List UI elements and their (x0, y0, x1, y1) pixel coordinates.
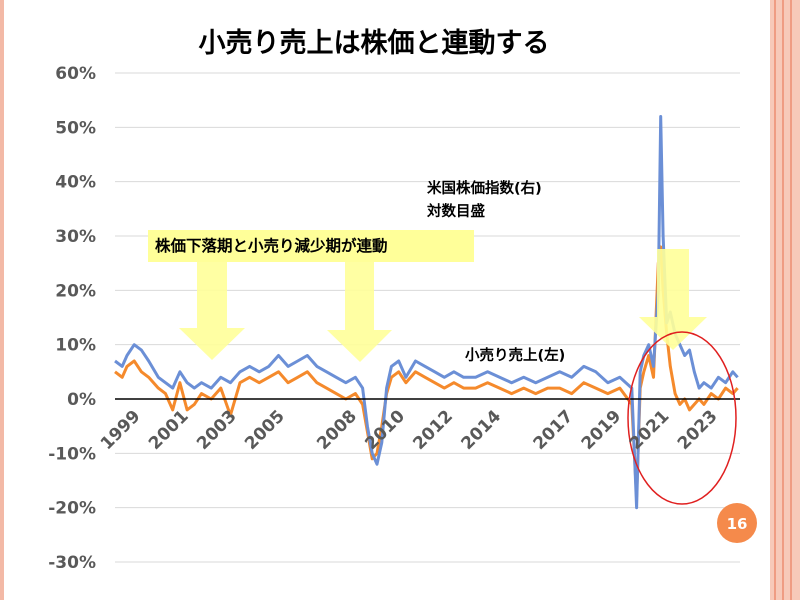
highlight-ellipse (627, 331, 737, 505)
banner-text: 株価下落期と小売り減少期が連動 (155, 236, 388, 255)
border-stripe (790, 0, 792, 600)
x-tick-label: 2003 (193, 406, 241, 454)
x-tick-label: 2017 (530, 406, 578, 454)
x-tick-label: 1999 (97, 406, 145, 454)
page-number: 16 (727, 515, 748, 533)
y-tick-label: 60% (55, 64, 96, 84)
x-tick-label: 2008 (313, 406, 361, 454)
chart-canvas: 小売り売上は株価と連動する 60% 50% 40% 30% 20% 10% 0% -10% -2… (48, 28, 757, 573)
page-number-badge (717, 503, 757, 543)
y-tick-label: -20% (48, 499, 96, 519)
border-stripe (774, 0, 776, 600)
y-axis-ticks: 60% 50% 40% 30% 20% 10% 0% -10% -20% -30% (48, 64, 96, 573)
banner-box (148, 230, 474, 262)
border-stripe (782, 0, 784, 600)
x-tick-label: 2023 (674, 406, 722, 454)
down-arrow-2003 (179, 262, 245, 360)
y-tick-label: 40% (55, 173, 96, 193)
slide-right-border (770, 0, 800, 600)
stock-series-label: 米国株価指数(右) (427, 179, 542, 197)
x-tick-label: 2014 (458, 406, 506, 454)
y-tick-label: 50% (55, 118, 96, 138)
x-tick-label: 2001 (145, 406, 193, 454)
slide-title: 小売り売上は株価と連動する (199, 28, 550, 59)
y-tick-label: 10% (55, 336, 96, 356)
slide-left-border (0, 0, 4, 600)
x-tick-label: 2012 (409, 406, 457, 454)
y-tick-label: -30% (48, 553, 96, 573)
x-tick-label: 2019 (578, 406, 626, 454)
x-tick-label: 2005 (241, 406, 289, 454)
down-arrow-2009 (327, 262, 392, 362)
retail-series-label: 小売り売上(左) (465, 346, 565, 364)
down-arrow-2022 (639, 249, 707, 350)
y-tick-label: -10% (48, 444, 96, 464)
y-tick-label: 0% (67, 390, 96, 410)
y-tick-label: 20% (55, 281, 96, 301)
log-scale-note: 対数目盛 (426, 202, 485, 220)
y-tick-label: 30% (55, 227, 96, 247)
